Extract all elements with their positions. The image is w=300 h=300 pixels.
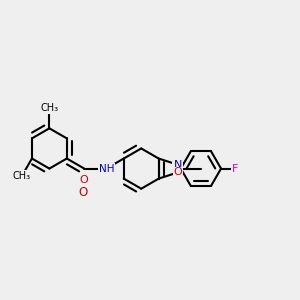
- Text: O: O: [78, 186, 87, 199]
- Text: N: N: [174, 160, 182, 170]
- Text: CH₃: CH₃: [40, 103, 58, 113]
- Text: O: O: [173, 167, 182, 177]
- Text: CH₃: CH₃: [41, 104, 58, 113]
- Text: NH: NH: [99, 164, 114, 174]
- Text: CH₃: CH₃: [13, 171, 31, 181]
- Text: O: O: [80, 175, 88, 184]
- Text: F: F: [232, 164, 238, 174]
